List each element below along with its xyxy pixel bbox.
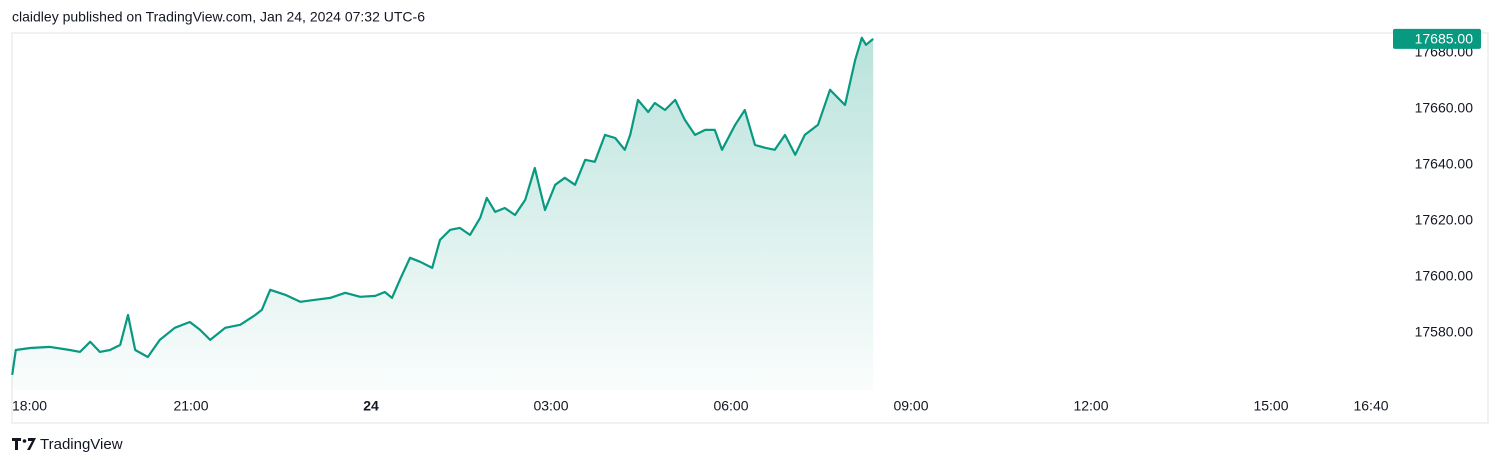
price-line [11,36,874,376]
x-tick-label: 09:00 [893,398,928,414]
x-tick-label: 12:00 [1073,398,1108,414]
frame [11,32,1489,424]
y-tick-label: 17660.00 [1415,100,1474,116]
last-price-label: 17685.00 [1415,31,1474,47]
x-tick-label: 24 [363,398,379,414]
y-tick-label: 17640.00 [1415,156,1474,172]
x-tick-label: 15:00 [1253,398,1288,414]
brand-name: TradingView [40,436,123,453]
x-tick-label: 06:00 [713,398,748,414]
header: claidley published on TradingView.com, J… [12,9,425,25]
area-fill [12,37,874,391]
x-tick-label: 03:00 [533,398,568,414]
y-tick-label: 17620.00 [1415,212,1474,228]
x-tick-label: 16:40 [1353,398,1388,414]
last-price-badge [1393,28,1481,49]
x-tick-label: 21:00 [173,398,208,414]
brand-logo [12,438,36,450]
y-tick-label: 17580.00 [1415,324,1474,340]
y-tick-label: 17600.00 [1415,268,1474,284]
x-tick-label: 18:00 [12,398,47,414]
